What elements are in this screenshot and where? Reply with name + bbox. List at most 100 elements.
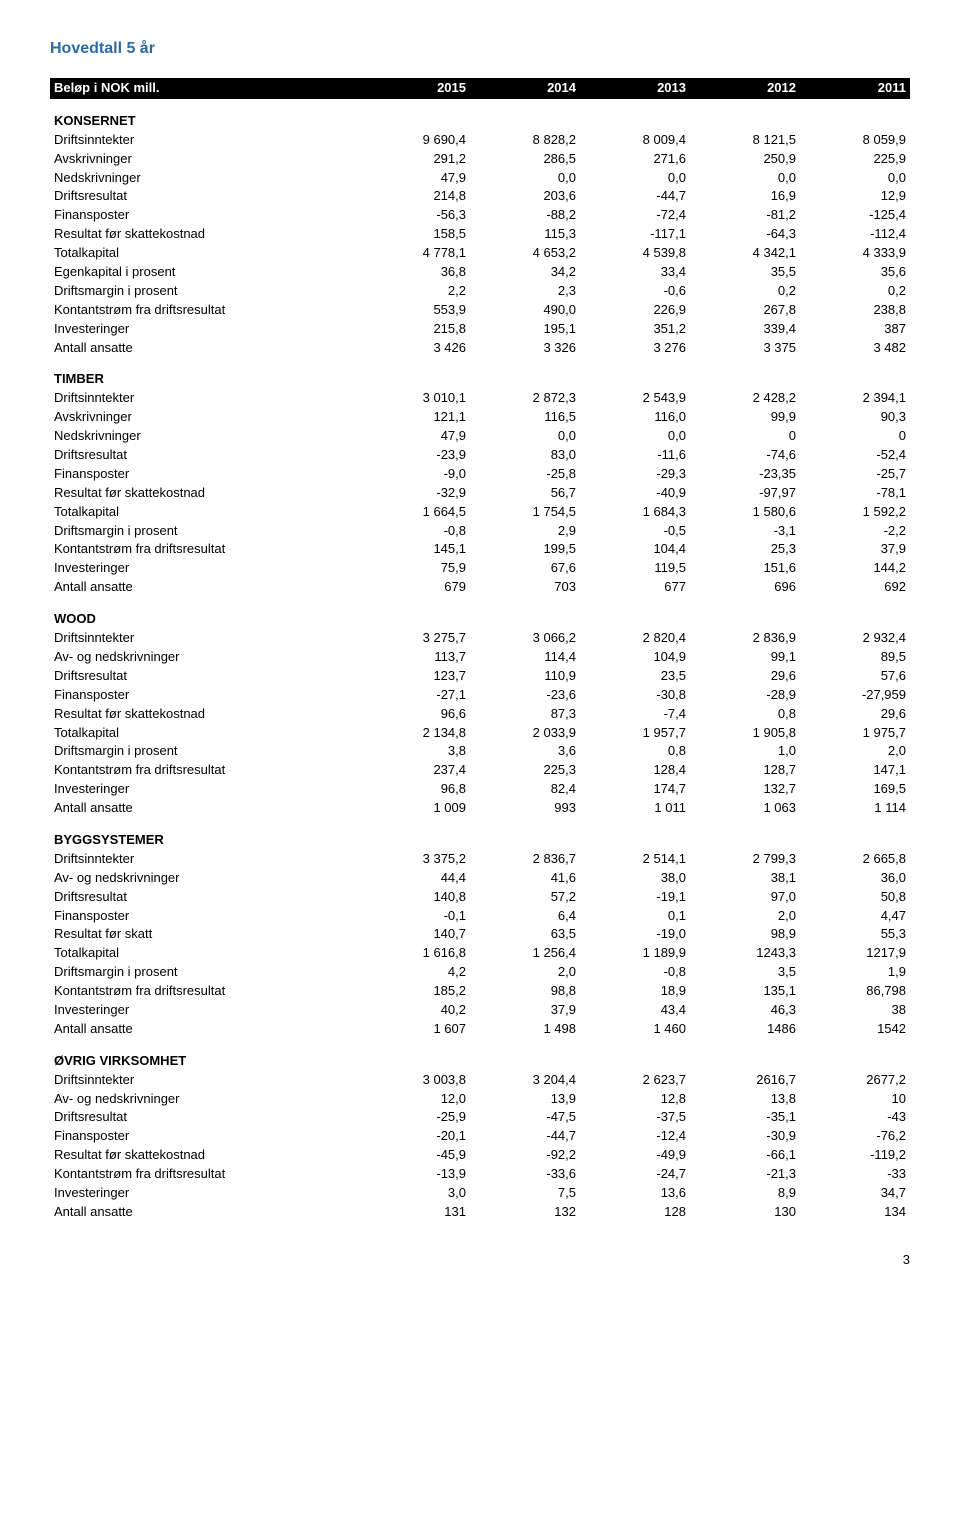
- table-row: Resultat før skattekostnad158,5115,3-117…: [50, 225, 910, 244]
- row-label: Driftsinntekter: [50, 131, 360, 150]
- row-label: Driftsinntekter: [50, 629, 360, 648]
- table-row: Av- og nedskrivninger12,013,912,813,810: [50, 1090, 910, 1109]
- row-label: Kontantstrøm fra driftsresultat: [50, 1165, 360, 1184]
- cell-value: 2 428,2: [690, 389, 800, 408]
- table-row: Finansposter-27,1-23,6-30,8-28,9-27,959: [50, 686, 910, 705]
- cell-value: 0,0: [470, 169, 580, 188]
- row-label: Resultat før skattekostnad: [50, 225, 360, 244]
- cell-value: 2 543,9: [580, 389, 690, 408]
- cell-value: 351,2: [580, 320, 690, 339]
- table-row: Kontantstrøm fra driftsresultat145,1199,…: [50, 540, 910, 559]
- cell-value: 339,4: [690, 320, 800, 339]
- cell-value: 119,5: [580, 559, 690, 578]
- cell-value: 3 204,4: [470, 1071, 580, 1090]
- cell-value: 123,7: [360, 667, 470, 686]
- cell-value: 1 256,4: [470, 944, 580, 963]
- table-row: Totalkapital4 778,14 653,24 539,84 342,1…: [50, 244, 910, 263]
- cell-value: 87,3: [470, 705, 580, 724]
- cell-value: 1 684,3: [580, 503, 690, 522]
- cell-value: 225,9: [800, 150, 910, 169]
- cell-value: -0,8: [580, 963, 690, 982]
- table-row: Finansposter-56,3-88,2-72,4-81,2-125,4: [50, 206, 910, 225]
- table-row: Av- og nedskrivninger113,7114,4104,999,1…: [50, 648, 910, 667]
- row-label: Driftsresultat: [50, 1108, 360, 1127]
- row-label: Kontantstrøm fra driftsresultat: [50, 761, 360, 780]
- cell-value: 83,0: [470, 446, 580, 465]
- cell-value: 38,1: [690, 869, 800, 888]
- cell-value: 0,8: [690, 705, 800, 724]
- table-row: Avskrivninger291,2286,5271,6250,9225,9: [50, 150, 910, 169]
- cell-value: 185,2: [360, 982, 470, 1001]
- section-name: WOOD: [50, 597, 360, 629]
- cell-value: 696: [690, 578, 800, 597]
- table-row: Driftsmargin i prosent2,22,3-0,60,20,2: [50, 282, 910, 301]
- table-row: Investeringer3,07,513,68,934,7: [50, 1184, 910, 1203]
- cell-value: 147,1: [800, 761, 910, 780]
- cell-value: -37,5: [580, 1108, 690, 1127]
- row-label: Driftsresultat: [50, 888, 360, 907]
- cell-value: 1217,9: [800, 944, 910, 963]
- cell-value: 226,9: [580, 301, 690, 320]
- cell-value: 1 975,7: [800, 724, 910, 743]
- table-row: Investeringer215,8195,1351,2339,4387: [50, 320, 910, 339]
- cell-value: 203,6: [470, 187, 580, 206]
- cell-value: -47,5: [470, 1108, 580, 1127]
- cell-value: 13,6: [580, 1184, 690, 1203]
- cell-value: 158,5: [360, 225, 470, 244]
- table-row: Antall ansatte131132128130134: [50, 1203, 910, 1222]
- cell-value: 25,3: [690, 540, 800, 559]
- cell-value: 38: [800, 1001, 910, 1020]
- table-row: Driftsinntekter3 003,83 204,42 623,72616…: [50, 1071, 910, 1090]
- cell-value: 1 905,8: [690, 724, 800, 743]
- row-label: Av- og nedskrivninger: [50, 1090, 360, 1109]
- cell-value: -27,1: [360, 686, 470, 705]
- cell-value: 3 482: [800, 339, 910, 358]
- cell-value: 993: [470, 799, 580, 818]
- year-header: 2015: [360, 78, 470, 99]
- cell-value: 10: [800, 1090, 910, 1109]
- table-row: Resultat før skattekostnad96,687,3-7,40,…: [50, 705, 910, 724]
- row-label: Av- og nedskrivninger: [50, 648, 360, 667]
- cell-value: 1 189,9: [580, 944, 690, 963]
- cell-value: 238,8: [800, 301, 910, 320]
- cell-value: 4 653,2: [470, 244, 580, 263]
- row-label: Driftsmargin i prosent: [50, 742, 360, 761]
- cell-value: 387: [800, 320, 910, 339]
- cell-value: 113,7: [360, 648, 470, 667]
- cell-value: 57,6: [800, 667, 910, 686]
- cell-value: 47,9: [360, 169, 470, 188]
- cell-value: 1 592,2: [800, 503, 910, 522]
- cell-value: 98,9: [690, 925, 800, 944]
- cell-value: 4 342,1: [690, 244, 800, 263]
- cell-value: 57,2: [470, 888, 580, 907]
- cell-value: 35,5: [690, 263, 800, 282]
- cell-value: -2,2: [800, 522, 910, 541]
- cell-value: -78,1: [800, 484, 910, 503]
- year-header: 2013: [580, 78, 690, 99]
- cell-value: 3,0: [360, 1184, 470, 1203]
- row-label: Finansposter: [50, 907, 360, 926]
- cell-value: -33: [800, 1165, 910, 1184]
- cell-value: -13,9: [360, 1165, 470, 1184]
- cell-value: -29,3: [580, 465, 690, 484]
- table-row: Av- og nedskrivninger44,441,638,038,136,…: [50, 869, 910, 888]
- section-name: BYGGSYSTEMER: [50, 818, 360, 850]
- cell-value: 8 009,4: [580, 131, 690, 150]
- row-label: Investeringer: [50, 1001, 360, 1020]
- table-row: Kontantstrøm fra driftsresultat553,9490,…: [50, 301, 910, 320]
- cell-value: 3 375,2: [360, 850, 470, 869]
- cell-value: 3 326: [470, 339, 580, 358]
- cell-value: 44,4: [360, 869, 470, 888]
- row-label: Driftsinntekter: [50, 1071, 360, 1090]
- cell-value: 23,5: [580, 667, 690, 686]
- row-label: Finansposter: [50, 206, 360, 225]
- cell-value: 9 690,4: [360, 131, 470, 150]
- cell-value: -33,6: [470, 1165, 580, 1184]
- cell-value: 1 009: [360, 799, 470, 818]
- cell-value: 225,3: [470, 761, 580, 780]
- cell-value: -45,9: [360, 1146, 470, 1165]
- cell-value: 2 514,1: [580, 850, 690, 869]
- table-row: Driftsresultat-25,9-47,5-37,5-35,1-43: [50, 1108, 910, 1127]
- cell-value: 2,0: [690, 907, 800, 926]
- cell-value: -88,2: [470, 206, 580, 225]
